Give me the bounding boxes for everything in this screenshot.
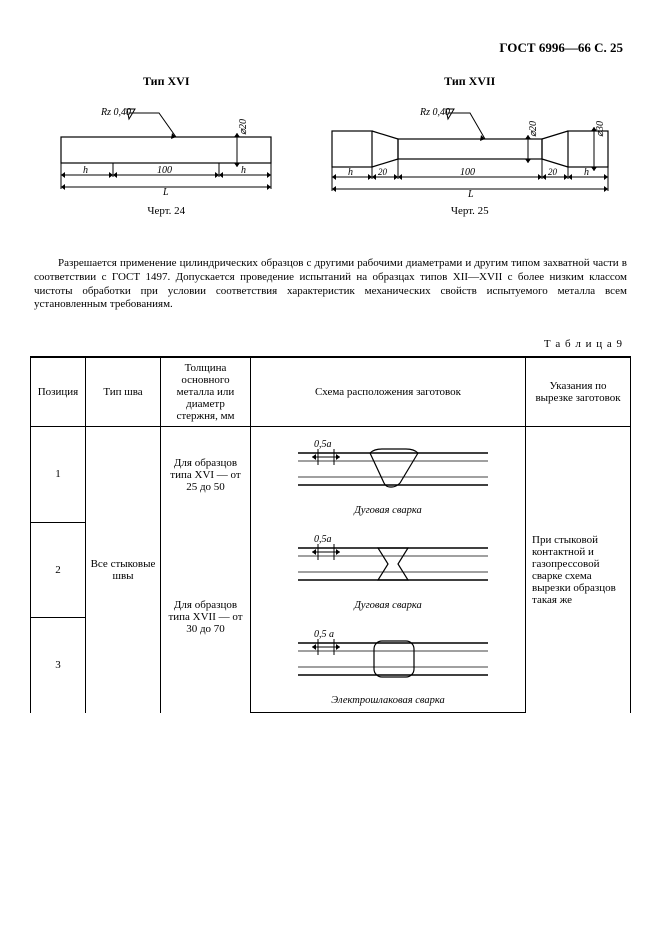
diagram-caption: Черт. 25: [320, 205, 620, 217]
dim-100: 100: [157, 165, 172, 176]
rz-label: Rz 0,40: [100, 107, 131, 118]
cell-schema: 0,5 a Электрошлаковая сварка: [251, 617, 526, 713]
col-hints: Указания по вырезке заготовок: [526, 357, 631, 427]
cell-position: 2: [31, 522, 86, 617]
diagram-svg-xvi: Rz 0,40 ⌀20 h: [41, 97, 291, 197]
cell-hints: При стыковой контактной и газопрессовой …: [526, 427, 631, 713]
diagram-type-xvi: Тип XVI Rz 0,40 ⌀20: [41, 74, 291, 217]
diagram-title: Тип XVII: [320, 74, 620, 89]
page: ГОСТ 6996—66 С. 25 Тип XVI Rz 0,40 ⌀20: [0, 0, 661, 936]
schema-caption: Электрошлаковая сварка: [253, 695, 523, 706]
diagrams-row: Тип XVI Rz 0,40 ⌀20: [30, 74, 631, 217]
dim-lr: L: [467, 189, 474, 197]
cell-position: 1: [31, 427, 86, 523]
cell-thickness: Для образцов типа XVII — от 30 до 70: [161, 522, 251, 713]
body-paragraph: Разрешается применение цилиндрических об…: [34, 257, 627, 312]
dim-l: L: [162, 187, 169, 197]
col-position: Позиция: [31, 357, 86, 427]
table-row: 1Все стыковые швыДля образцов типа XVI —…: [31, 427, 631, 523]
dim-20r: 20: [548, 167, 558, 177]
page-header: ГОСТ 6996—66 С. 25: [30, 40, 631, 56]
schema-caption: Дуговая сварка: [253, 600, 523, 611]
dia-outer: ⌀30: [595, 121, 606, 137]
diagram-svg-xvii: Rz 0,40 ⌀20 ⌀30: [320, 97, 620, 197]
diameter-label: ⌀20: [238, 119, 249, 135]
dim-h: h: [348, 167, 353, 178]
dim-h-right: h: [241, 165, 246, 176]
col-schema: Схема расположения заготовок: [251, 357, 526, 427]
svg-text:0,5a: 0,5a: [314, 534, 332, 545]
cell-seam-type: Все стыковые швы: [86, 427, 161, 713]
cell-thickness: Для образцов типа XVI — от 25 до 50: [161, 427, 251, 523]
table-label: Т а б л и ц а 9: [30, 338, 631, 350]
rz-label-r: Rz 0,40: [419, 107, 450, 118]
dim-hr: h: [584, 167, 589, 178]
diagram-caption: Черт. 24: [41, 205, 291, 217]
dim-20l: 20: [378, 167, 388, 177]
schema-svg: 0,5a: [278, 433, 498, 503]
diagram-type-xvii: Тип XVII Rz 0,40 ⌀20 ⌀30: [320, 74, 620, 217]
dim-h-left: h: [83, 165, 88, 176]
col-seam-type: Тип шва: [86, 357, 161, 427]
dim-100r: 100: [460, 167, 475, 178]
specimen-table: Позиция Тип шва Толщина основного металл…: [30, 356, 631, 713]
dia-inner: ⌀20: [528, 121, 539, 137]
diagram-title: Тип XVI: [41, 74, 291, 89]
schema-svg: 0,5 a: [278, 623, 498, 693]
cell-schema: 0,5a Дуговая сварка: [251, 522, 526, 617]
schema-caption: Дуговая сварка: [253, 505, 523, 516]
schema-svg: 0,5a: [278, 528, 498, 598]
cell-schema: 0,5a Дуговая сварка: [251, 427, 526, 523]
col-thickness: Толщина основного металла или диаметр ст…: [161, 357, 251, 427]
table-header-row: Позиция Тип шва Толщина основного металл…: [31, 357, 631, 427]
svg-text:0,5 a: 0,5 a: [314, 629, 334, 640]
svg-text:0,5a: 0,5a: [314, 439, 332, 450]
cell-position: 3: [31, 617, 86, 713]
